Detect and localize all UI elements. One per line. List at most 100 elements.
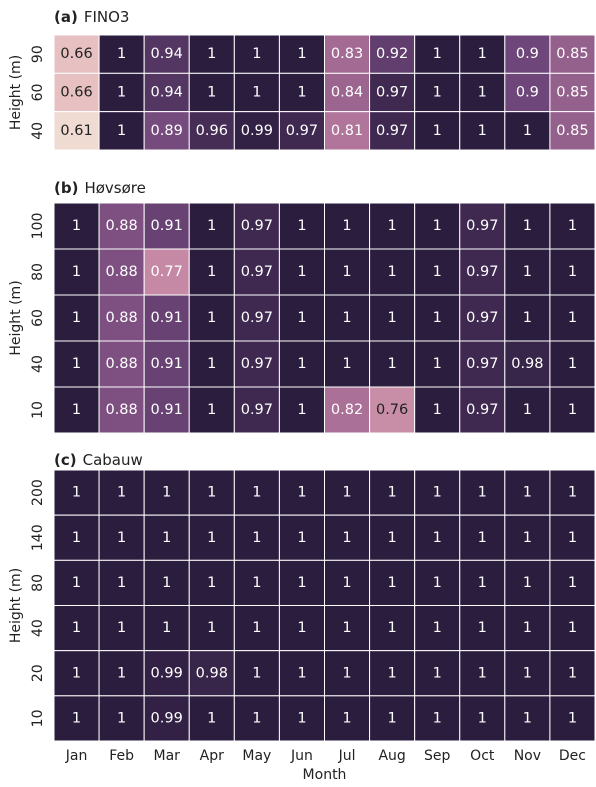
cell-label: 1 xyxy=(433,218,442,234)
cell-label: 1 xyxy=(568,530,577,546)
cell-label: 0.88 xyxy=(105,218,137,234)
cell-label: 1 xyxy=(478,123,487,139)
heatmap-cell xyxy=(53,386,100,434)
cell-label: 1 xyxy=(478,85,487,101)
cell-label: 0.81 xyxy=(331,123,363,139)
cell-label: 1 xyxy=(523,665,532,681)
cell-label: 0.77 xyxy=(151,264,183,280)
cell-label: 0.84 xyxy=(331,85,363,101)
cell-label: 1 xyxy=(568,710,577,726)
heatmap-cell xyxy=(504,605,551,652)
x-tick-label: Oct xyxy=(470,748,495,764)
cell-label: 1 xyxy=(297,402,306,418)
cell-label: 0.97 xyxy=(376,123,408,139)
heatmap-cell xyxy=(53,202,100,250)
cell-label: 1 xyxy=(523,710,532,726)
heatmap-cell xyxy=(233,386,280,434)
cell-label: 1 xyxy=(342,620,351,636)
cell-label: 0.97 xyxy=(286,123,318,139)
cell-label: 1 xyxy=(207,85,216,101)
cell-label: 1 xyxy=(297,264,306,280)
cell-label: 1 xyxy=(433,620,442,636)
cell-label: 0.97 xyxy=(466,264,498,280)
heatmap-cell xyxy=(53,650,100,697)
cell-label: 1 xyxy=(342,310,351,326)
y-axis-label: Height (m) xyxy=(8,55,24,130)
heatmap-cell xyxy=(324,248,371,296)
heatmap-cell xyxy=(414,340,461,388)
cell-label: 1 xyxy=(568,356,577,372)
x-axis-label: Month xyxy=(303,767,347,783)
heatmap-cell xyxy=(549,605,596,652)
cell-label: 1 xyxy=(162,485,171,501)
cell-label: 1 xyxy=(478,46,487,62)
cell-label: 0.9 xyxy=(516,46,539,62)
heatmap-cell xyxy=(53,469,100,516)
heatmap-cell xyxy=(98,34,145,74)
cell-label: 1 xyxy=(297,575,306,591)
heatmap-cell xyxy=(369,469,416,516)
panel-title: (a) FINO3 xyxy=(54,8,129,26)
cell-label: 0.99 xyxy=(151,665,183,681)
heatmap-cell xyxy=(459,72,506,113)
heatmap-cell xyxy=(504,340,551,388)
cell-label: 0.97 xyxy=(466,402,498,418)
cell-label: 1 xyxy=(433,530,442,546)
cell-label: 1 xyxy=(252,485,261,501)
cell-label: 0.91 xyxy=(151,310,183,326)
heatmap-cell xyxy=(504,72,551,113)
cell-label: 1 xyxy=(523,402,532,418)
cell-label: 1 xyxy=(72,218,81,234)
cell-label: 1 xyxy=(162,575,171,591)
cell-label: 1 xyxy=(433,356,442,372)
cell-label: 0.91 xyxy=(151,356,183,372)
cell-label: 1 xyxy=(297,218,306,234)
cell-label: 1 xyxy=(388,620,397,636)
heatmap-cell xyxy=(233,340,280,388)
cell-label: 0.94 xyxy=(151,46,183,62)
cell-label: 1 xyxy=(342,530,351,546)
heatmap-cell xyxy=(369,695,416,742)
heatmap-cell xyxy=(549,514,596,561)
cell-label: 1 xyxy=(523,123,532,139)
heatmap-cell xyxy=(504,650,551,697)
y-tick-label: 60 xyxy=(30,84,46,102)
x-tick-label: Nov xyxy=(514,748,541,764)
heatmap-cell xyxy=(414,469,461,516)
cell-label: 1 xyxy=(117,485,126,501)
cell-label: 1 xyxy=(72,356,81,372)
x-tick-label: May xyxy=(242,748,271,764)
cell-label: 1 xyxy=(252,710,261,726)
cell-label: 1 xyxy=(297,665,306,681)
panel-name: FINO3 xyxy=(84,8,130,26)
heatmap-cell xyxy=(549,294,596,342)
cell-label: 1 xyxy=(388,356,397,372)
cell-label: 1 xyxy=(478,575,487,591)
cell-label: 1 xyxy=(207,356,216,372)
cell-label: 1 xyxy=(117,46,126,62)
cell-label: 1 xyxy=(433,123,442,139)
heatmap-cell xyxy=(188,514,235,561)
heatmap-cell xyxy=(459,111,506,151)
y-tick-label: 40 xyxy=(30,122,46,140)
heatmap-cell xyxy=(188,202,235,250)
cell-label: 1 xyxy=(117,575,126,591)
heatmap-cell xyxy=(188,650,235,697)
heatmap-cell xyxy=(143,202,190,250)
cell-label: 1 xyxy=(117,123,126,139)
cell-label: 1 xyxy=(388,310,397,326)
cell-label: 1 xyxy=(523,485,532,501)
y-axis-label: Height (m) xyxy=(8,568,24,643)
cell-label: 0.97 xyxy=(241,218,273,234)
y-tick-label: 140 xyxy=(30,524,46,551)
heatmap-cell xyxy=(188,559,235,606)
heatmap-cell xyxy=(143,340,190,388)
heatmap-cell xyxy=(98,559,145,606)
cell-label: 1 xyxy=(388,264,397,280)
heatmap-cell xyxy=(143,248,190,296)
cell-label: 1 xyxy=(433,310,442,326)
heatmap-cell xyxy=(459,695,506,742)
y-tick-label: 60 xyxy=(30,309,46,327)
x-tick-label: Jul xyxy=(338,748,356,764)
